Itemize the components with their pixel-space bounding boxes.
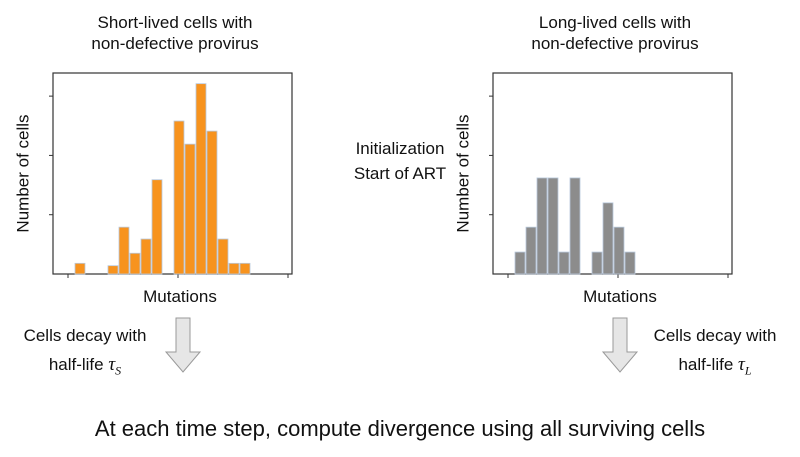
right-panel-title: Long-lived cells with non-defective prov… — [480, 12, 750, 54]
title-line: non-defective provirus — [531, 34, 699, 53]
title-line: Short-lived cells with — [97, 13, 253, 32]
long-lived-histogram — [489, 72, 733, 278]
left-panel-title: Short-lived cells with non-defective pro… — [40, 12, 310, 54]
histogram-bar — [591, 251, 603, 275]
tau-subscript: L — [744, 363, 752, 378]
tau-symbol: τ — [108, 354, 116, 375]
histogram-bar — [602, 202, 614, 275]
histogram-bar — [151, 179, 163, 275]
histogram-bar — [173, 120, 185, 275]
histogram-bar — [514, 251, 526, 275]
left-ylabel: Number of cells — [13, 114, 33, 233]
histogram-bar — [206, 130, 218, 275]
histogram-bar — [228, 262, 240, 275]
arrow-down-icon — [164, 317, 202, 373]
histogram-bar — [184, 143, 196, 275]
histogram-bar — [547, 177, 559, 275]
histogram-bar — [118, 226, 130, 275]
histogram-bar — [525, 226, 537, 275]
center-line: Initialization — [355, 139, 445, 158]
tau-subscript: S — [115, 363, 122, 378]
histogram-bar — [74, 262, 86, 275]
histogram-bar — [536, 177, 548, 275]
histogram-bar — [140, 238, 152, 275]
histogram-bar — [569, 177, 581, 275]
histogram-bar — [613, 226, 625, 275]
histogram-bar — [107, 265, 119, 275]
right-xlabel: Mutations — [583, 287, 657, 306]
histogram-bar — [217, 238, 229, 275]
histogram-bar — [558, 251, 570, 275]
footer-caption: At each time step, compute divergence us… — [94, 416, 706, 441]
left-decay-text: Cells decay with half-life τS — [0, 325, 170, 381]
short-lived-histogram — [49, 72, 293, 278]
histogram-bar — [239, 262, 251, 275]
decay-line: half-life — [678, 355, 734, 374]
histogram-bar — [624, 251, 636, 275]
tau-symbol: τ — [738, 354, 745, 375]
plot-frame — [52, 72, 293, 275]
decay-line: half-life — [48, 355, 104, 374]
center-line: Start of ART — [353, 164, 447, 183]
histogram-bar — [195, 83, 207, 275]
right-decay-text: Cells decay with half-life τL — [630, 325, 800, 381]
initialization-label: Initialization Start of ART — [320, 138, 480, 184]
arrow-down-icon — [601, 317, 639, 373]
decay-line: Cells decay with — [653, 326, 777, 345]
title-line: Long-lived cells with — [538, 13, 692, 32]
decay-line: Cells decay with — [23, 326, 147, 345]
histogram-bar — [129, 252, 141, 275]
left-xlabel: Mutations — [143, 287, 217, 306]
title-line: non-defective provirus — [91, 34, 259, 53]
